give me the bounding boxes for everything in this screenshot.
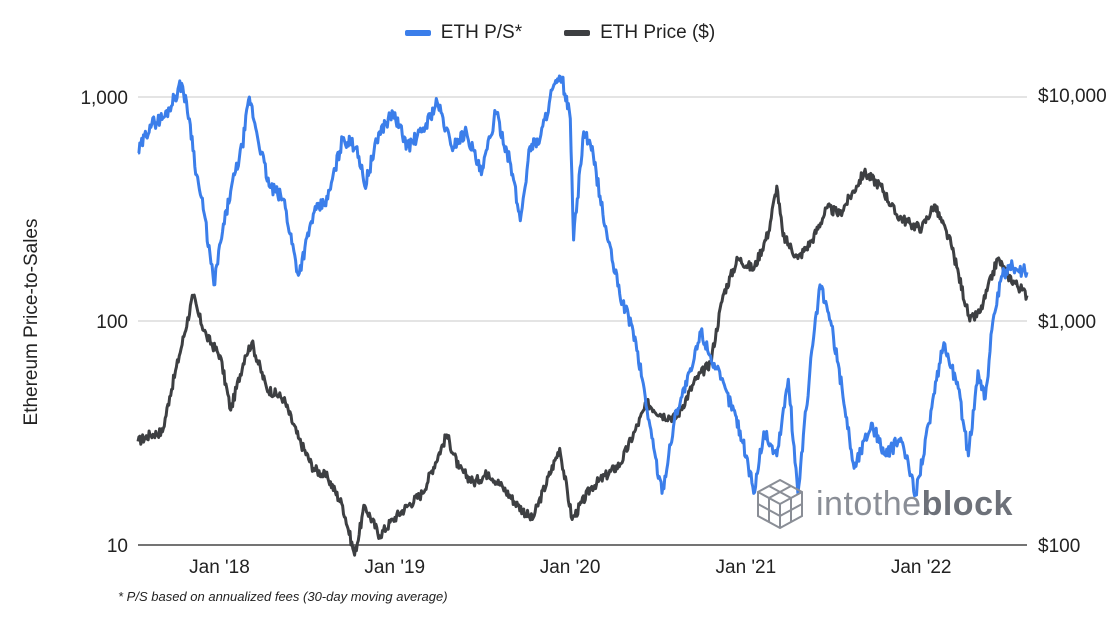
y-right-tick-label: $10,000 [1038,86,1107,107]
footnote: * P/S based on annualized fees (30-day m… [118,589,448,604]
x-tick-label: Jan '19 [364,557,425,578]
legend-label-ps: ETH P/S* [440,22,523,43]
intotheblock-cube-logo-icon [757,478,803,530]
legend-item-ps[interactable]: ETH P/S* [404,22,523,44]
legend-swatch-price [564,30,591,36]
y-right-tick-label: $100 [1038,536,1080,557]
legend-item-price[interactable]: ETH Price ($) [564,22,715,44]
x-tick-label: Jan '18 [189,557,250,578]
x-tick-label: Jan '21 [716,557,777,578]
chart-legend: ETH P/S* ETH Price ($) [0,22,1120,44]
y-left-tick-label: 100 [96,312,128,333]
y-left-tick-label: 10 [107,536,128,557]
watermark-text-pre: intothe [816,484,922,523]
y-left-tick-label: 1,000 [80,88,128,109]
legend-swatch-ps [404,30,431,36]
series-line-eth-ps [137,74,1029,498]
x-tick-label: Jan '20 [540,557,601,578]
x-tick-label: Jan '22 [891,557,952,578]
intotheblock-watermark: intotheblock [756,478,1013,530]
series-line-eth-price [136,167,1029,557]
y-right-tick-label: $1,000 [1038,312,1096,333]
watermark-text-bold: block [921,484,1013,523]
watermark-text: intotheblock [816,485,1013,524]
legend-label-price: ETH Price ($) [600,22,716,43]
